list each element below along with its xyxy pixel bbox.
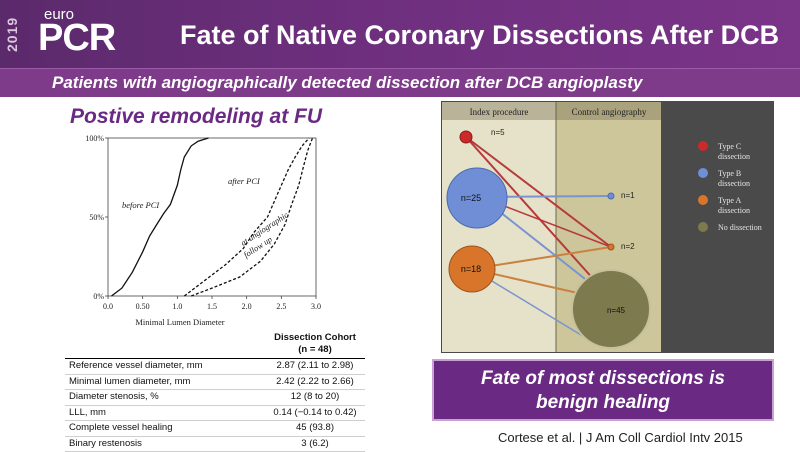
row-label: Reference vessel diameter, mm [69, 359, 203, 374]
index-column-bg [442, 102, 556, 352]
annotation-before-pci: before PCI [122, 200, 160, 210]
row-label: Complete vessel healing [69, 421, 173, 436]
chart-ticks: 0.0 0.50 1.0 1.5 2.0 2.5 3.0 0% 50% 100% [85, 134, 321, 311]
row-label: Diameter stenosis, % [69, 390, 159, 405]
table-row: Reference vessel diameter, mm 2.87 (2.11 … [65, 359, 365, 375]
callout-line-2: benign healing [434, 391, 772, 415]
row-value: 45 (93.8) [265, 421, 365, 436]
node-typeA-label: n=18 [461, 264, 481, 274]
table-body: Reference vessel diameter, mm 2.87 (2.11 … [65, 358, 365, 452]
dissection-fate-diagram: Index procedure Control angiography n=5 … [441, 101, 774, 353]
table-row: LLL, mm 0.14 (−0.14 to 0.42) [65, 406, 365, 422]
legend-typeC-label: Type C [718, 142, 741, 151]
x-tick-label: 2.5 [276, 302, 286, 311]
legend-typeA-label2: dissection [718, 206, 750, 215]
logo-year: 2019 [4, 8, 22, 60]
node-ctrl1 [608, 193, 614, 199]
remodeling-heading: Postive remodeling at FU [70, 105, 322, 129]
x-tick-label: 0.0 [103, 302, 113, 311]
row-value: 2.87 (2.11 to 2.98) [265, 359, 365, 374]
table-header-title: Dissection Cohort [265, 332, 365, 344]
legend-typeC-label2: dissection [718, 152, 750, 161]
slide-subtitle: Patients with angiographically detected … [52, 73, 642, 93]
callout-line-1: Fate of most dissections is [434, 367, 772, 391]
index-column-label: Index procedure [470, 107, 529, 117]
row-value: 0.14 (−0.14 to 0.42) [265, 406, 365, 421]
node-typeC-label: n=5 [491, 128, 505, 137]
series-line-before-pci [112, 138, 209, 296]
table-header: Dissection Cohort (n = 48) [265, 332, 365, 356]
node-ctrl2-label: n=2 [621, 242, 635, 251]
y-tick-label: 100% [85, 134, 104, 143]
y-tick-label: 50% [89, 213, 104, 222]
x-tick-label: 0.50 [136, 302, 150, 311]
legend-dot-typeC [698, 141, 708, 151]
table-row: Diameter stenosis, % 12 (8 to 20) [65, 390, 365, 406]
y-tick-label: 0% [93, 292, 104, 301]
row-label: LLL, mm [69, 406, 106, 421]
node-ctrl1-label: n=1 [621, 191, 635, 200]
legend-typeB-label: Type B [718, 169, 741, 178]
row-value: 12 (8 to 20) [265, 390, 365, 405]
x-tick-label: 3.0 [311, 302, 321, 311]
row-label: Binary restenosis [69, 437, 142, 452]
citation: Cortese et al. | J Am Coll Cardiol Intv … [498, 430, 743, 445]
node-typeC [460, 131, 472, 143]
legend-dot-typeA [698, 195, 708, 205]
row-value: 2.42 (2.22 to 2.66) [265, 375, 365, 390]
table-row: Minimal lumen diameter, mm 2.42 (2.22 to … [65, 375, 365, 391]
legend-typeB-label2: dissection [718, 179, 750, 188]
control-column-label: Control angiography [572, 107, 647, 117]
x-tick-label: 2.0 [242, 302, 252, 311]
fate-diagram-svg: Index procedure Control angiography n=5 … [441, 101, 774, 353]
legend-typeA-label: Type A [718, 196, 741, 205]
cumulative-distribution-chart: 0.0 0.50 1.0 1.5 2.0 2.5 3.0 0% 50% 100% Minimal … [80, 130, 330, 330]
row-label: Minimal lumen diameter, mm [69, 375, 190, 390]
legend-dot-typeB [698, 168, 708, 178]
logo-pcr-text: PCR [38, 17, 115, 60]
slide-title: Fate of Native Coronary Dissections Afte… [180, 20, 779, 51]
node-ctrl2 [608, 244, 614, 250]
legend-none-label: No dissection [718, 223, 762, 232]
conclusion-callout: Fate of most dissections is benign heali… [432, 359, 774, 421]
x-tick-label: 1.0 [172, 302, 182, 311]
table-header-n: (n = 48) [265, 344, 365, 356]
series-line-at-angiographic-follow-up [191, 138, 312, 296]
node-ctrl45-label: n=45 [607, 306, 626, 315]
chart-x-axis-label: Minimal Lumen Diameter [135, 317, 224, 327]
x-tick-label: 1.5 [207, 302, 217, 311]
node-typeB-label: n=25 [461, 193, 481, 203]
annotation-after-pci: after PCI [228, 176, 261, 186]
table-row: Complete vessel healing 45 (93.8) [65, 421, 365, 437]
row-value: 3 (6.2) [265, 437, 365, 452]
legend-dot-none [698, 222, 708, 232]
